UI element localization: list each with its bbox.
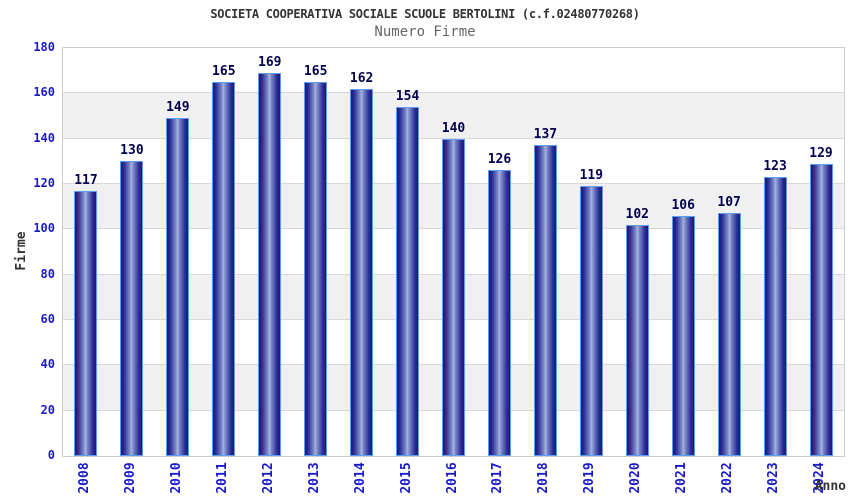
bar-value-label: 102: [625, 206, 649, 222]
bar: [487, 170, 511, 456]
bar: [74, 190, 98, 456]
bar: [809, 163, 833, 456]
y-tick-label: 80: [40, 266, 55, 281]
y-tick-label: 40: [40, 357, 55, 372]
bar-value-label: 162: [349, 70, 374, 86]
x-tick-label: 2010: [168, 462, 184, 494]
x-tick-label: 2008: [76, 462, 92, 494]
x-tick-label: 2015: [398, 462, 414, 494]
bar-value-label: 169: [257, 54, 282, 70]
bar-value-label: 119: [579, 168, 604, 184]
x-tick-label: 2011: [214, 462, 230, 494]
y-tick-label: 160: [33, 85, 55, 100]
bar-value-label: 149: [166, 100, 190, 116]
bar-value-label: 117: [74, 172, 98, 188]
bar: [396, 106, 420, 456]
bar: [671, 215, 695, 456]
bar: [442, 138, 465, 456]
x-axis-title: Anno: [814, 479, 846, 494]
x-tick-label: 2009: [122, 462, 138, 494]
x-tick-label: 2016: [444, 462, 460, 494]
plot-band: [63, 48, 844, 94]
bar: [763, 177, 787, 456]
y-tick-label: 20: [40, 402, 55, 417]
x-tick-label: 2021: [674, 462, 690, 494]
plot-band: [63, 93, 844, 139]
bar: [533, 145, 557, 456]
bar-value-label: 129: [809, 145, 833, 161]
bar-value-label: 130: [120, 143, 144, 159]
y-tick-label: 100: [33, 221, 55, 236]
x-tick-label: 2023: [766, 462, 782, 494]
x-tick-label: 2020: [628, 462, 644, 494]
bar: [350, 88, 374, 456]
bar-value-label: 154: [395, 88, 420, 104]
chart-title: SOCIETA COOPERATIVA SOCIALE SCUOLE BERTO…: [210, 7, 640, 21]
bar-value-label: 165: [212, 64, 236, 79]
bar: [304, 82, 328, 456]
bar-value-label: 123: [763, 159, 787, 175]
bar-value-label: 140: [441, 120, 466, 136]
y-tick-label: 60: [40, 312, 55, 326]
x-tick-label: 2022: [720, 462, 736, 494]
bar-value-label: 107: [717, 195, 741, 211]
gridline: [63, 92, 844, 94]
bar: [579, 186, 603, 456]
x-tick-label: 2017: [490, 462, 506, 494]
bar-value-label: 126: [487, 152, 512, 168]
y-tick-label: 0: [47, 448, 55, 462]
y-tick-label: 120: [33, 176, 55, 190]
bar: [212, 82, 236, 456]
x-tick-label: 2013: [306, 462, 322, 494]
y-tick-label: 140: [33, 130, 55, 145]
bar: [717, 213, 741, 456]
x-tick-label: 2014: [352, 462, 368, 494]
bar: [166, 118, 190, 456]
plot-area: 117 130 149 165 169 165 162 154 140 126 137 119 102 1…: [62, 47, 845, 457]
bar-value-label: 165: [303, 64, 328, 79]
bar-value-label: 137: [533, 127, 558, 143]
y-tick-label: 180: [33, 40, 55, 54]
gridline: [63, 137, 844, 139]
bar: [258, 72, 282, 456]
x-tick-label: 2012: [260, 462, 276, 494]
bar: [120, 161, 144, 456]
x-tick-label: 2019: [582, 462, 598, 494]
bar: [625, 224, 649, 456]
chart-subtitle: Numero Firme: [374, 24, 476, 40]
x-tick-label: 2018: [536, 462, 552, 494]
bar-value-label: 106: [671, 197, 695, 213]
